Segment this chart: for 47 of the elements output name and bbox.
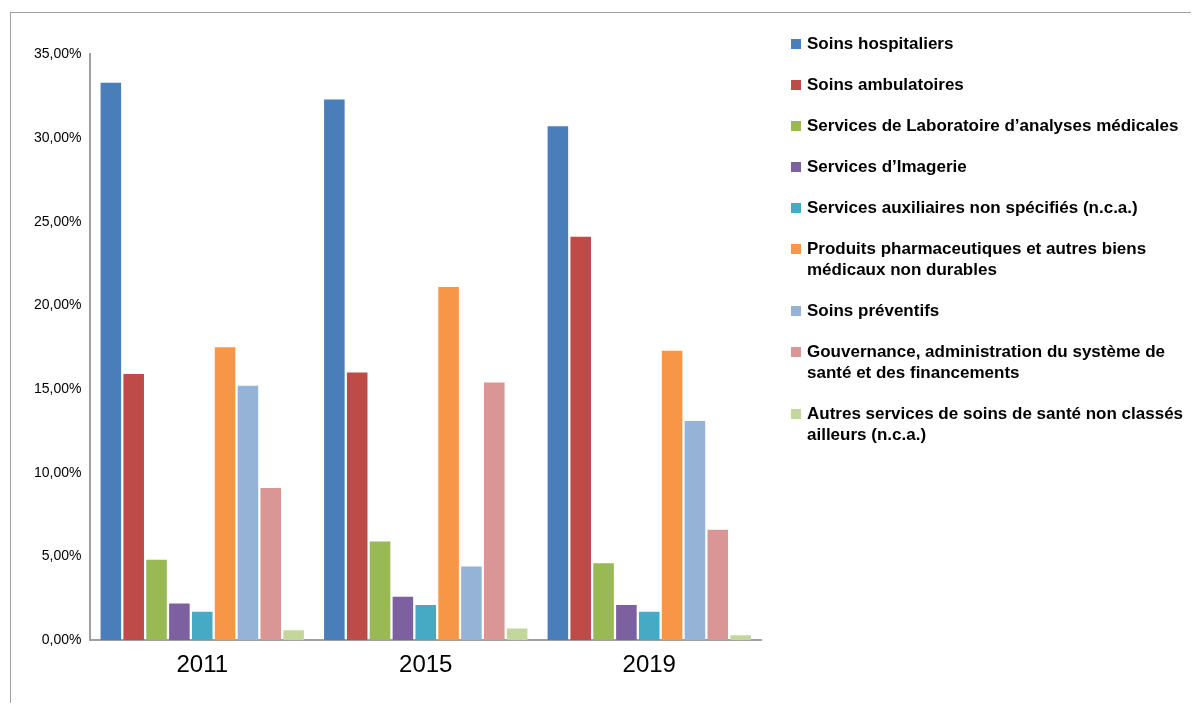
legend-label: Soins hospitaliers [807,33,954,54]
legend-label: Gouvernance, administration du système de santé et des financements [807,341,1167,383]
legend-label: Soins préventifs [807,300,940,321]
bar [506,628,528,641]
legend-label: Services d’Imagerie [807,156,967,177]
bar [369,541,391,641]
x-tick-label: 2011 [176,650,229,678]
bar [415,605,437,641]
bar [260,487,282,641]
bar [707,529,729,641]
y-tick-label: 10,00% [34,463,82,480]
bar [146,559,167,641]
x-tick-label: 2019 [622,650,676,678]
bar [214,347,236,641]
y-tick-label: 15,00% [34,380,82,396]
y-tick-label: 5,00% [41,547,82,564]
bar [593,563,614,641]
bar [346,372,368,641]
legend-label: Services auxiliaires non spécifiés (n.c.a.) [807,197,1138,218]
legend-label: Soins ambulatoires [807,74,964,95]
bar [100,82,122,641]
y-tick-label: 25,00% [34,212,82,229]
bar [191,611,213,641]
bar [237,385,259,641]
legend-label: Services de Laboratoire d’analyses médicales [807,115,1179,136]
y-tick-label: 30,00% [34,128,82,145]
bar [438,287,459,641]
bar [123,374,144,641]
bar [283,630,304,641]
bar [730,635,751,641]
bar [547,126,569,641]
bar [661,350,683,641]
legend-label: Produits pharmaceutiques et autres biens médicaux non durables [807,238,1148,280]
bar [169,603,190,641]
y-tick-label: 0,00% [41,631,82,648]
y-tick-label: 35,00% [34,45,82,62]
bar [461,566,482,641]
bar [638,611,660,641]
bar [570,236,591,641]
bar [392,596,414,641]
legend-label: Autres services de soins de santé non classés ailleurs (n.c.a.) [807,403,1185,445]
y-tick-label: 20,00% [34,296,82,313]
bar [616,605,637,641]
bar [684,420,706,641]
bar [484,382,505,641]
bar [324,99,345,641]
x-tick-label: 2015 [399,650,453,678]
